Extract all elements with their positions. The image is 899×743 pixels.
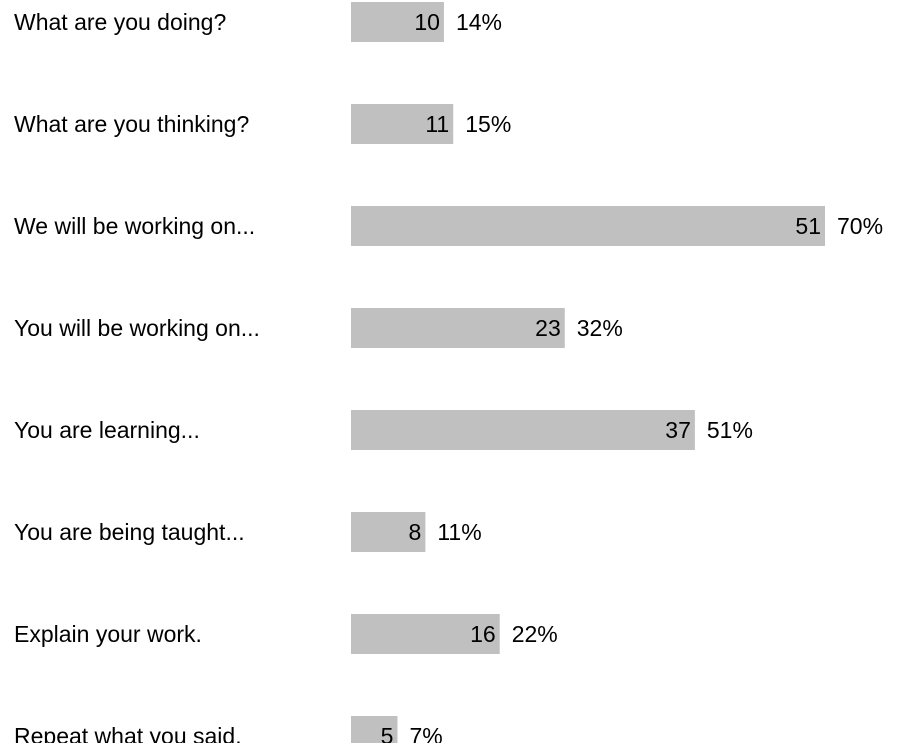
category-label: You are being taught...	[14, 519, 245, 545]
bar-value-label: 23	[535, 315, 561, 341]
category-label: Explain your work.	[14, 621, 202, 647]
category-label: What are you doing?	[14, 9, 226, 35]
bar-percent-label: 11%	[437, 519, 481, 545]
bar	[351, 308, 565, 348]
bar-value-label: 10	[414, 9, 440, 35]
category-label: We will be working on...	[14, 213, 255, 239]
bar-value-label: 11	[425, 111, 449, 137]
bar-percent-label: 14%	[456, 9, 502, 35]
category-label: What are you thinking?	[14, 111, 249, 137]
category-label: You are learning...	[14, 417, 200, 443]
category-label: You will be working on...	[14, 315, 260, 341]
bar-value-label: 37	[665, 417, 691, 443]
bar-value-label: 5	[381, 723, 394, 743]
category-label: Repeat what you said.	[14, 723, 242, 743]
bar	[351, 2, 444, 42]
bar-percent-label: 15%	[465, 111, 511, 137]
bar-value-label: 8	[409, 519, 422, 545]
bar	[351, 512, 426, 552]
bar-value-label: 51	[795, 213, 821, 239]
chart-rows: What are you doing? 10 14% What are you thi…	[14, 2, 883, 743]
bar	[351, 716, 398, 743]
bar-percent-label: 7%	[409, 723, 442, 743]
bar	[351, 614, 500, 654]
bar	[351, 104, 454, 144]
bar-value-label: 16	[470, 621, 496, 647]
bar	[351, 206, 825, 246]
bar-percent-label: 22%	[512, 621, 558, 647]
bar-percent-label: 32%	[577, 315, 623, 341]
bar	[351, 410, 695, 450]
bar-percent-label: 51%	[707, 417, 753, 443]
bar-percent-label: 70%	[837, 213, 883, 239]
